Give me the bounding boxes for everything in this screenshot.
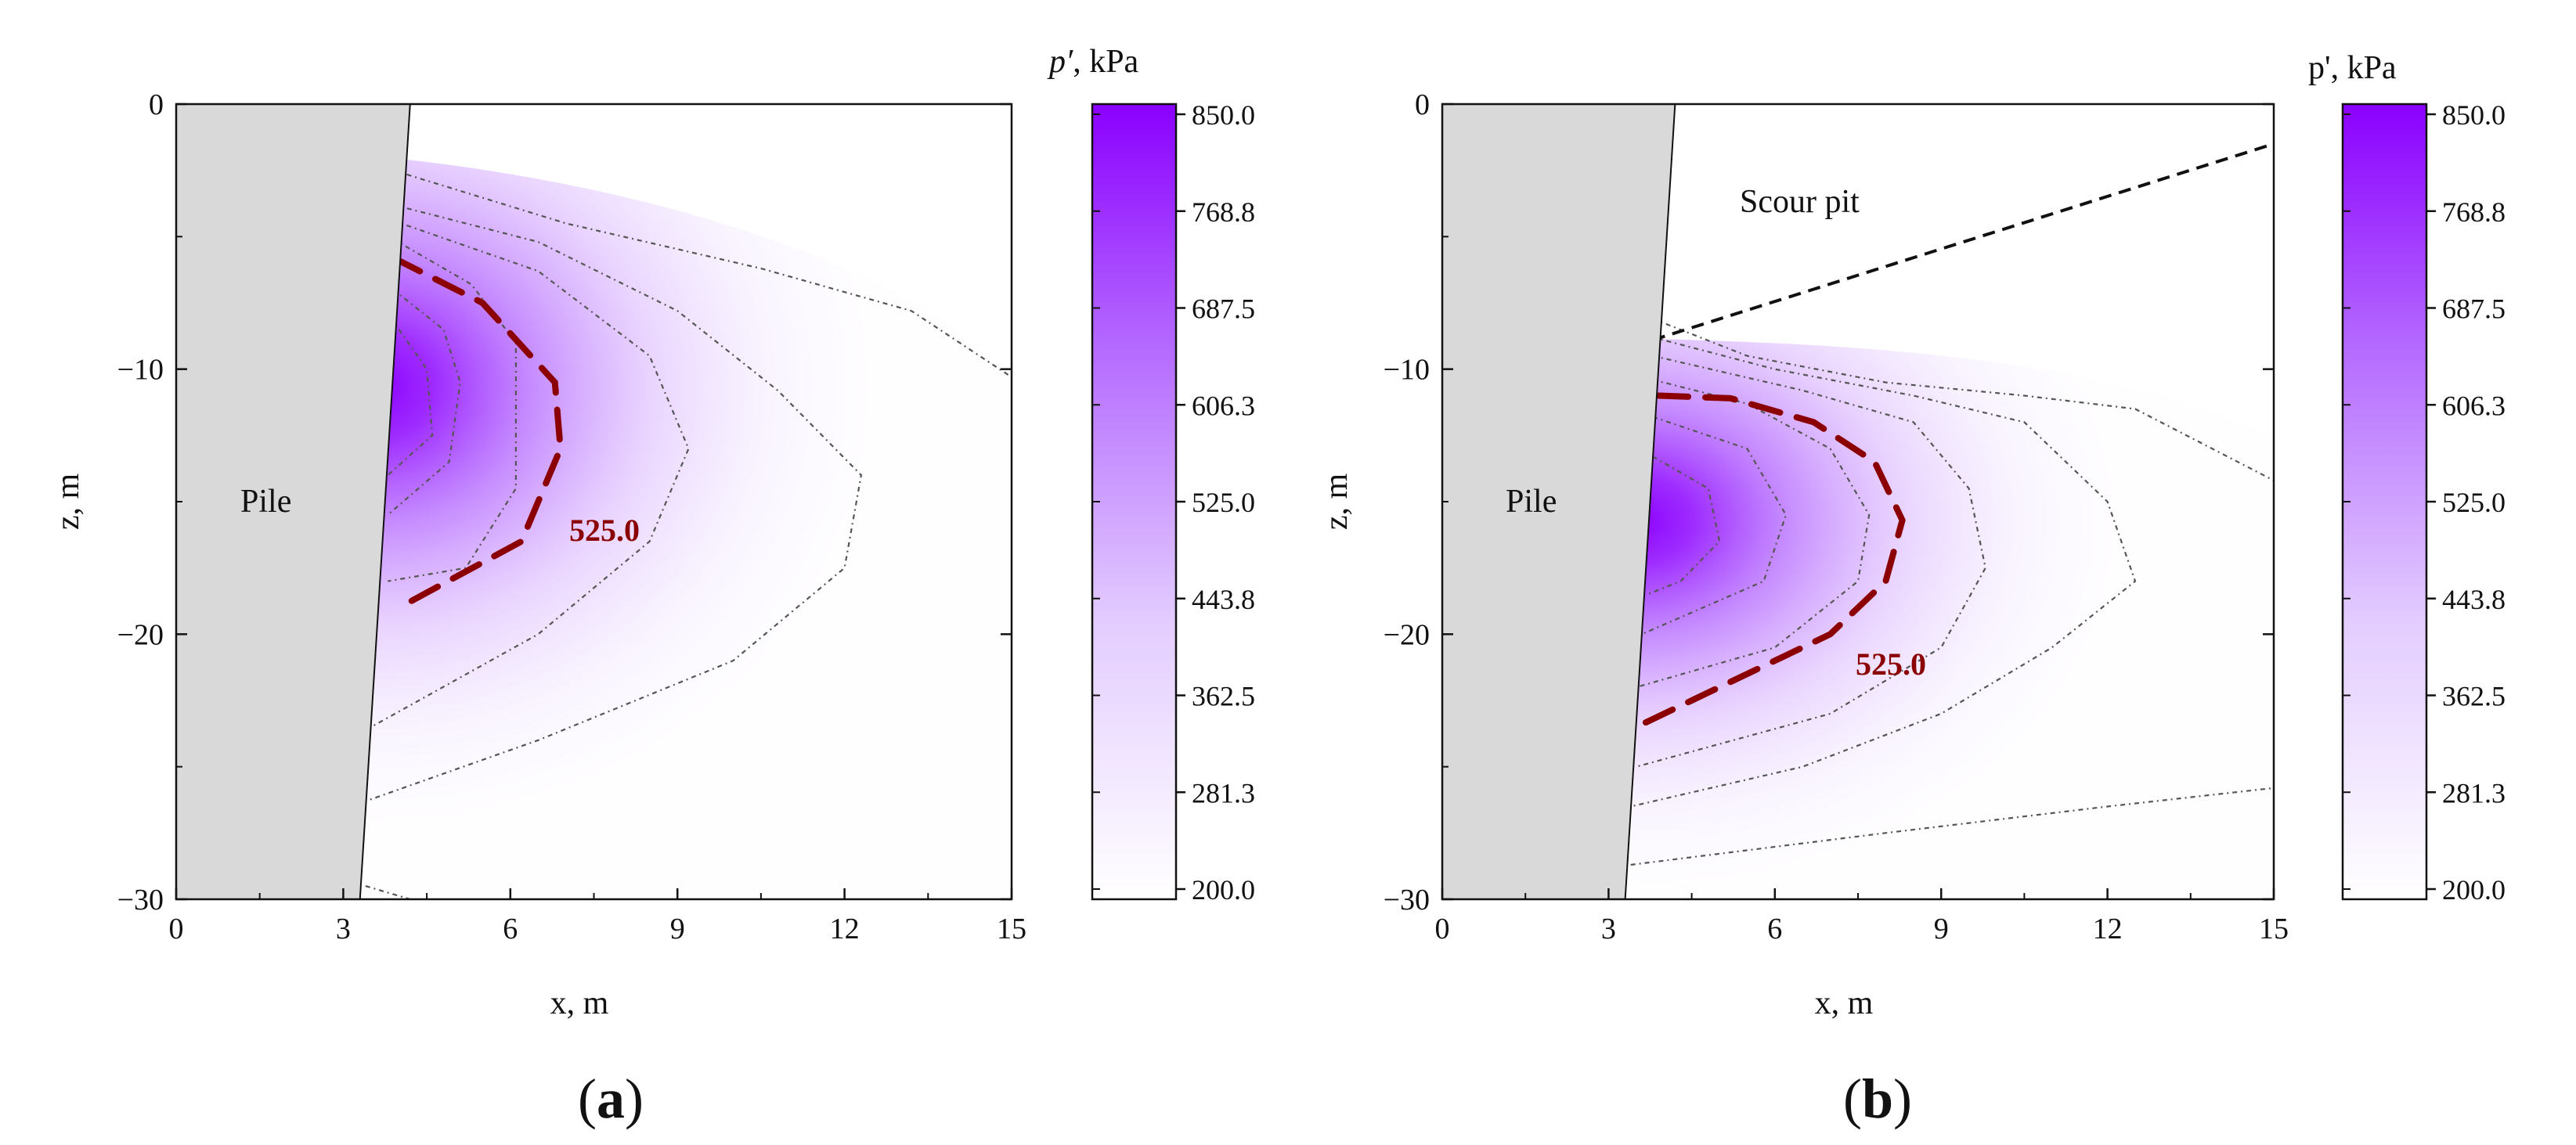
colorbar-unit-b: , kPa xyxy=(2331,50,2397,86)
colorbar-title-b: p', kPa xyxy=(2308,50,2397,86)
y-tick-label: −30 xyxy=(117,884,164,916)
contour-line xyxy=(387,329,434,476)
colorbar-tick-label: 687.5 xyxy=(2442,293,2506,325)
x-tick-label: 6 xyxy=(1767,913,1782,945)
colorbar-tick-label: 850.0 xyxy=(1192,99,1255,131)
colorbar-tick-label: 687.5 xyxy=(1192,293,1255,325)
colorbar-tick-label: 443.8 xyxy=(1192,584,1255,615)
colorbar-tick-label: 443.8 xyxy=(2442,584,2506,615)
colorbar-symbol-a: p′ xyxy=(1047,44,1073,80)
colorbar-tick-label: 768.8 xyxy=(2442,196,2506,228)
contour-line xyxy=(365,885,411,899)
y-tick-label: −20 xyxy=(1384,618,1430,651)
y-tick-label: −10 xyxy=(117,354,164,387)
colorbar-tick-label: 525.0 xyxy=(2442,487,2506,518)
colorbar-title-a: p′, kPa xyxy=(1047,44,1139,80)
y-axis-title-b: z, m xyxy=(1319,473,1355,531)
colorbar-tick-label: 850.0 xyxy=(2442,99,2506,131)
x-tick-label: 3 xyxy=(336,913,351,945)
x-axis-title-a: x, m xyxy=(550,985,609,1021)
panel-label-b: (b) xyxy=(1843,1068,1912,1130)
colorbar-bar-a xyxy=(1091,103,1178,901)
y-tick-label: 0 xyxy=(1415,88,1430,121)
colorbar-ticks-b: 850.0 768.8 687.5 606.3 525.0 443.8 362.5 281.3… xyxy=(2343,99,2506,906)
contour-line xyxy=(1636,379,1871,689)
colorbar-tick-label: 606.3 xyxy=(2442,390,2506,421)
colorbar-tick-label: 362.5 xyxy=(2442,681,2506,712)
colorbar-ticks-a: 850.0 768.8 687.5 606.3 525.0 443.8 362.5 281.3… xyxy=(1092,99,1255,906)
colorbar-b: p', kPa 850.0 768.8 687.5 606.3 525.0 443.8 36… xyxy=(2308,50,2506,906)
x-tick-label: 3 xyxy=(1601,913,1616,945)
contour-lines-b xyxy=(1630,318,2274,866)
axes-b: 0 3 6 9 12 15 0 −10 −20 −30 xyxy=(1384,88,2289,945)
colorbar-a: p′, kPa 850.0 768.8 687.5 606.3 525.0 443.8 36… xyxy=(1047,44,1255,906)
panel-label-b-close: ) xyxy=(1893,1068,1912,1130)
contour-label-a: 525.0 xyxy=(569,513,640,548)
x-tick-label: 6 xyxy=(503,913,518,945)
panel-label-b-open: ( xyxy=(1843,1068,1862,1130)
colorbar-tick-label: 281.3 xyxy=(2442,777,2506,808)
contour-525-a xyxy=(390,254,564,611)
scour-pit-label: Scour pit xyxy=(1740,184,1860,220)
contour-line xyxy=(387,289,461,516)
colorbar-tick-label: 362.5 xyxy=(1192,681,1255,712)
y-tick-label: −20 xyxy=(117,618,164,651)
scour-pit-line xyxy=(1652,142,2274,342)
panel-label-a-letter: a xyxy=(597,1068,625,1130)
x-tick-label: 15 xyxy=(997,913,1026,945)
colorbar-tick-label: 525.0 xyxy=(1192,487,1255,518)
y-axis-title-a: z, m xyxy=(50,473,86,531)
contour-line xyxy=(1630,787,2274,866)
x-tick-label: 15 xyxy=(2259,913,2289,945)
pile-a xyxy=(176,104,411,899)
panel-label-a-open: ( xyxy=(578,1068,597,1130)
contour-line xyxy=(365,203,863,802)
colorbar-tick-label: 768.8 xyxy=(1192,196,1255,228)
x-tick-label: 9 xyxy=(1934,913,1949,945)
contour-line xyxy=(1652,318,2274,481)
y-tick-label: −10 xyxy=(1384,354,1430,387)
contour-lines-a xyxy=(365,169,1012,899)
axes-a: 0 3 6 9 12 15 0 −10 −20 −30 xyxy=(117,88,1026,945)
contour-label-b: 525.0 xyxy=(1856,646,1926,682)
panel-label-a-close: ) xyxy=(625,1068,644,1130)
y-tick-label: −30 xyxy=(1384,884,1430,916)
colorbar-tick-label: 200.0 xyxy=(2442,874,2506,906)
contour-line xyxy=(393,169,1012,378)
stress-field-a xyxy=(329,104,1012,899)
colorbar-tick-label: 281.3 xyxy=(1192,777,1255,808)
contour-line xyxy=(1630,336,2137,808)
colorbar-tick-label: 606.3 xyxy=(1192,390,1255,421)
panel-label-a: (a) xyxy=(578,1068,644,1130)
contour-525-b xyxy=(1633,392,1906,730)
x-tick-label: 12 xyxy=(830,913,860,945)
colorbar-bar-b xyxy=(2341,103,2428,901)
contour-line xyxy=(1641,416,1788,636)
contour-line xyxy=(1636,355,1986,768)
x-tick-label: 0 xyxy=(1435,913,1450,945)
contour-line xyxy=(388,238,517,582)
colorbar-tick-label: 200.0 xyxy=(1192,874,1255,906)
y-tick-label: 0 xyxy=(149,88,164,121)
x-tick-label: 9 xyxy=(670,913,685,945)
x-tick-label: 0 xyxy=(169,913,184,945)
stress-field-b xyxy=(1629,339,2274,899)
contour-line xyxy=(1647,455,1721,596)
pile-b xyxy=(1442,104,1676,899)
pile-label-a: Pile xyxy=(240,484,291,520)
x-axis-title-b: x, m xyxy=(1815,985,1874,1021)
panel-b: Pile Scour pit 525.0 0 3 6 9 12 150−10−20−30 … xyxy=(1319,50,2506,1130)
panel-a: Pile 525.0 0 3 6 9 12 150−10−20−30 x, m z, m … xyxy=(50,44,1255,1130)
pile-label-b: Pile xyxy=(1506,484,1557,520)
colorbar-symbol-b: p' xyxy=(2308,50,2331,86)
panel-label-b-letter: b xyxy=(1862,1068,1893,1130)
x-tick-label: 12 xyxy=(2093,913,2123,945)
colorbar-unit-a: , kPa xyxy=(1073,44,1138,80)
